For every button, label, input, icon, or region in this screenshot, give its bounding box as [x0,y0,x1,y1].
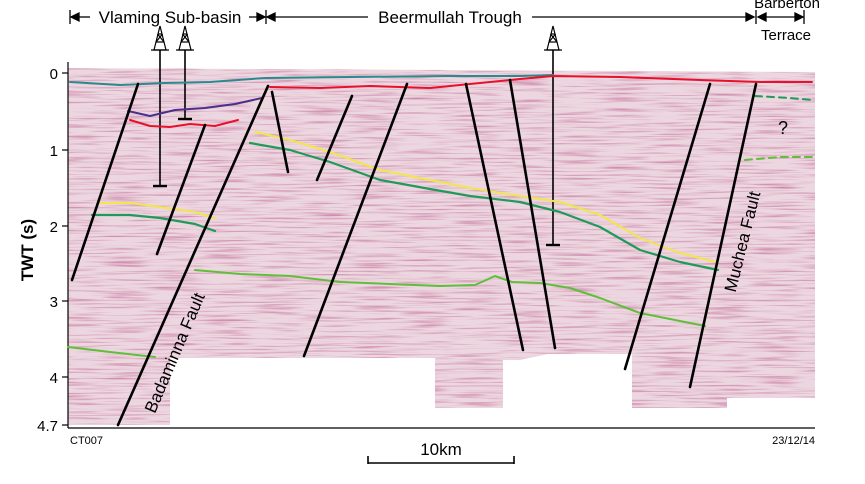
yellow-horizon-west [99,202,216,219]
scale-bar [367,456,515,464]
muchea-fault-line [688,82,758,389]
uncertain-horizon-question-mark: ? [778,118,788,138]
fault-line [155,123,207,256]
red-horizon-east [269,75,813,89]
seabed-horizon [69,74,554,86]
y-axis-tick-labels: 0 1 2 3 4 4.7 [37,66,58,435]
horizon-lines [67,74,813,358]
date-label: 23/12/14 [772,435,815,447]
purple-horizon [127,97,263,117]
green-horizon-west [90,213,217,233]
lime-horizon [194,269,706,327]
fault-lines [70,78,758,427]
fault-line [70,82,140,282]
y-tick-label: 2 [50,219,58,236]
lime-horizon-west [67,346,156,358]
red-horizon-west [129,119,239,128]
y-axis-title: TWT (s) [18,219,37,281]
fault-line [508,78,557,350]
y-axis-ticks [62,72,68,426]
seismic-line-id: CT007 [70,435,103,447]
fault-line [464,82,525,352]
y-tick-label: 3 [50,294,58,311]
y-tick-label: 0 [50,66,58,83]
y-tick-label: 4 [50,370,58,387]
barberton-terrace-label-line2: Terrace [761,27,811,44]
green-dashed-horizon [754,95,813,101]
fault-line [302,82,409,358]
green-horizon [248,141,720,272]
scale-bar-label: 10km [420,440,462,459]
well-derrick-icon [176,25,194,51]
vlaming-sub-basin-label: Vlaming Sub-basin [99,8,242,27]
beermullah-trough-label: Beermullah Trough [378,8,522,27]
y-tick-label: 4.7 [37,418,58,435]
y-tick-label: 1 [50,143,58,160]
fault-line [315,94,354,182]
yellow-horizon [254,131,716,263]
well-derrick-icon [151,25,169,51]
well-traces [153,50,560,247]
fault-line [623,82,712,371]
header-range-bars [69,10,805,24]
fault-line [270,90,290,174]
lime-dashed-horizon [744,156,813,161]
barberton-terrace-label-line1: Barberton [754,0,820,12]
well-derrick-icon [544,25,562,51]
badaminna-fault-line [116,84,270,427]
